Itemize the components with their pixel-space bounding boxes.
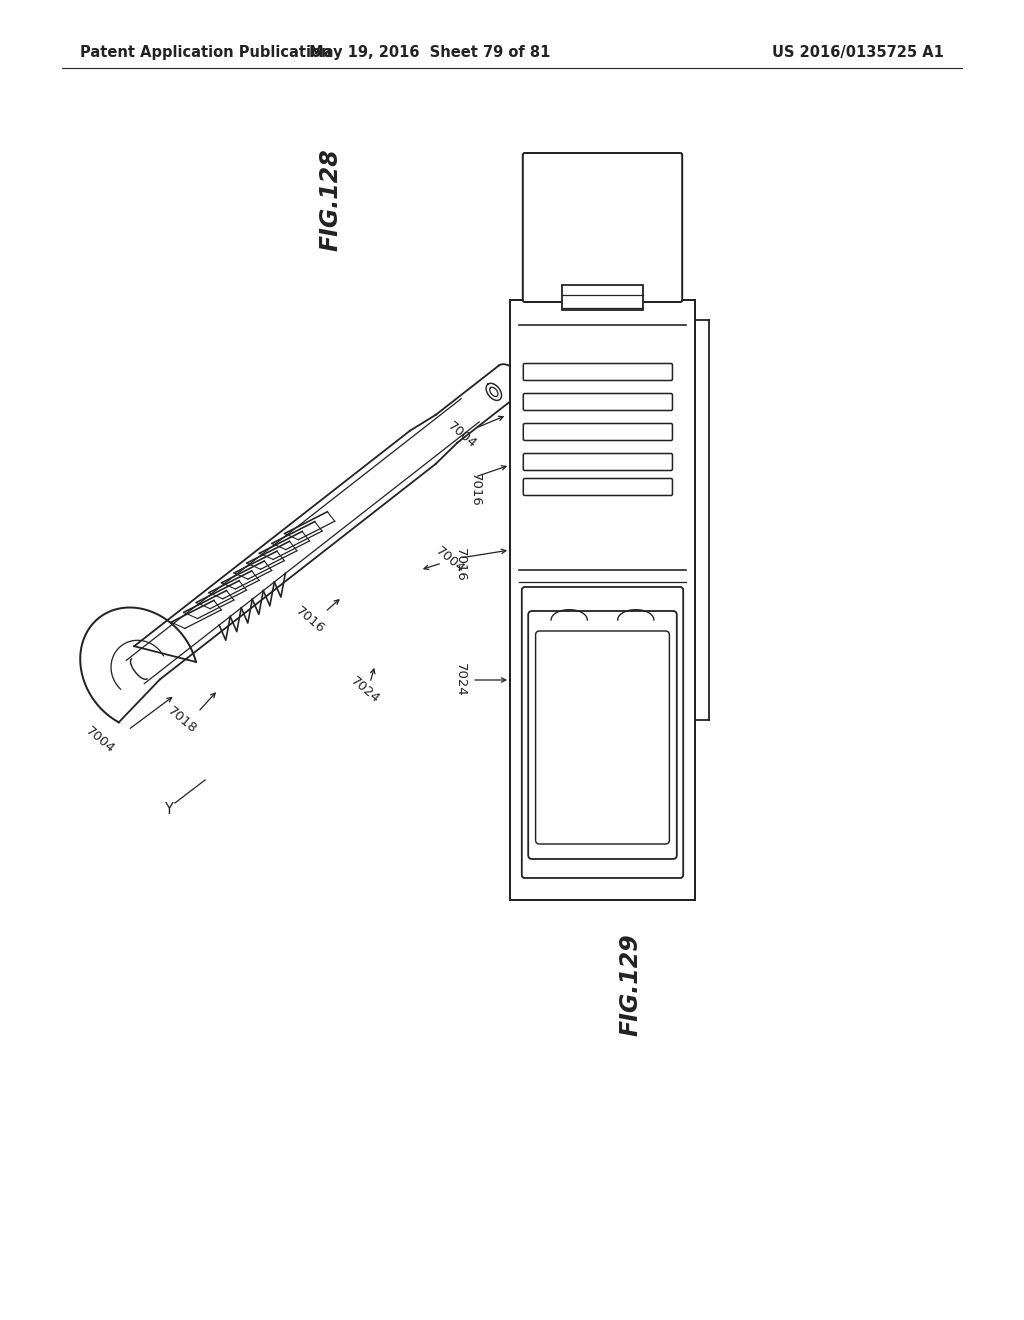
Text: 7018: 7018 bbox=[165, 704, 199, 735]
FancyBboxPatch shape bbox=[523, 153, 682, 302]
FancyBboxPatch shape bbox=[523, 363, 673, 380]
FancyBboxPatch shape bbox=[523, 424, 673, 441]
FancyBboxPatch shape bbox=[523, 479, 673, 495]
Text: 7024: 7024 bbox=[348, 675, 382, 706]
Text: 7004: 7004 bbox=[445, 420, 479, 451]
Text: Y: Y bbox=[164, 803, 172, 817]
FancyBboxPatch shape bbox=[528, 611, 677, 859]
Bar bbox=[510, 300, 695, 900]
Text: 7004: 7004 bbox=[83, 725, 117, 756]
Bar bbox=[562, 285, 643, 310]
FancyBboxPatch shape bbox=[536, 631, 670, 843]
Text: FIG.128: FIG.128 bbox=[318, 149, 342, 251]
Text: US 2016/0135725 A1: US 2016/0135725 A1 bbox=[772, 45, 944, 59]
Text: May 19, 2016  Sheet 79 of 81: May 19, 2016 Sheet 79 of 81 bbox=[309, 45, 551, 59]
Text: 7016: 7016 bbox=[293, 605, 327, 636]
Text: 7004: 7004 bbox=[433, 544, 467, 576]
FancyBboxPatch shape bbox=[523, 454, 673, 470]
Text: 7016: 7016 bbox=[469, 473, 481, 507]
FancyBboxPatch shape bbox=[522, 587, 683, 878]
Text: FIG.129: FIG.129 bbox=[618, 933, 642, 1036]
Text: Patent Application Publication: Patent Application Publication bbox=[80, 45, 332, 59]
FancyBboxPatch shape bbox=[523, 393, 673, 411]
Text: 7024: 7024 bbox=[454, 663, 467, 697]
Text: 7016: 7016 bbox=[454, 548, 467, 582]
